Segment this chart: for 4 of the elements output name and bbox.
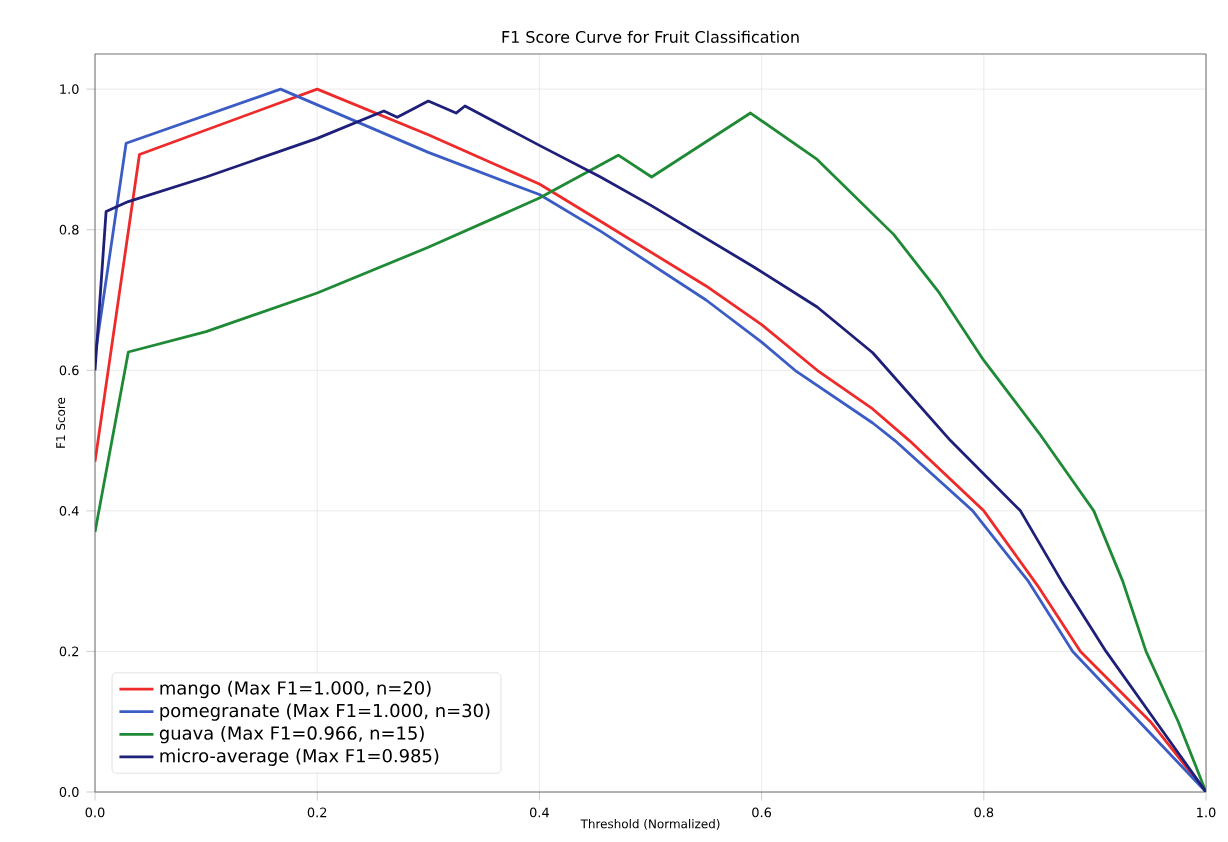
- legend-label: pomegranate (Max F1=1.000, n=30): [160, 703, 490, 721]
- legend-label: guava (Max F1=0.966, n=15): [159, 725, 424, 744]
- legend-label: mango (Max F1=1.000, n=20): [160, 680, 431, 699]
- legend-label: micro-average (Max F1=0.985): [160, 748, 439, 766]
